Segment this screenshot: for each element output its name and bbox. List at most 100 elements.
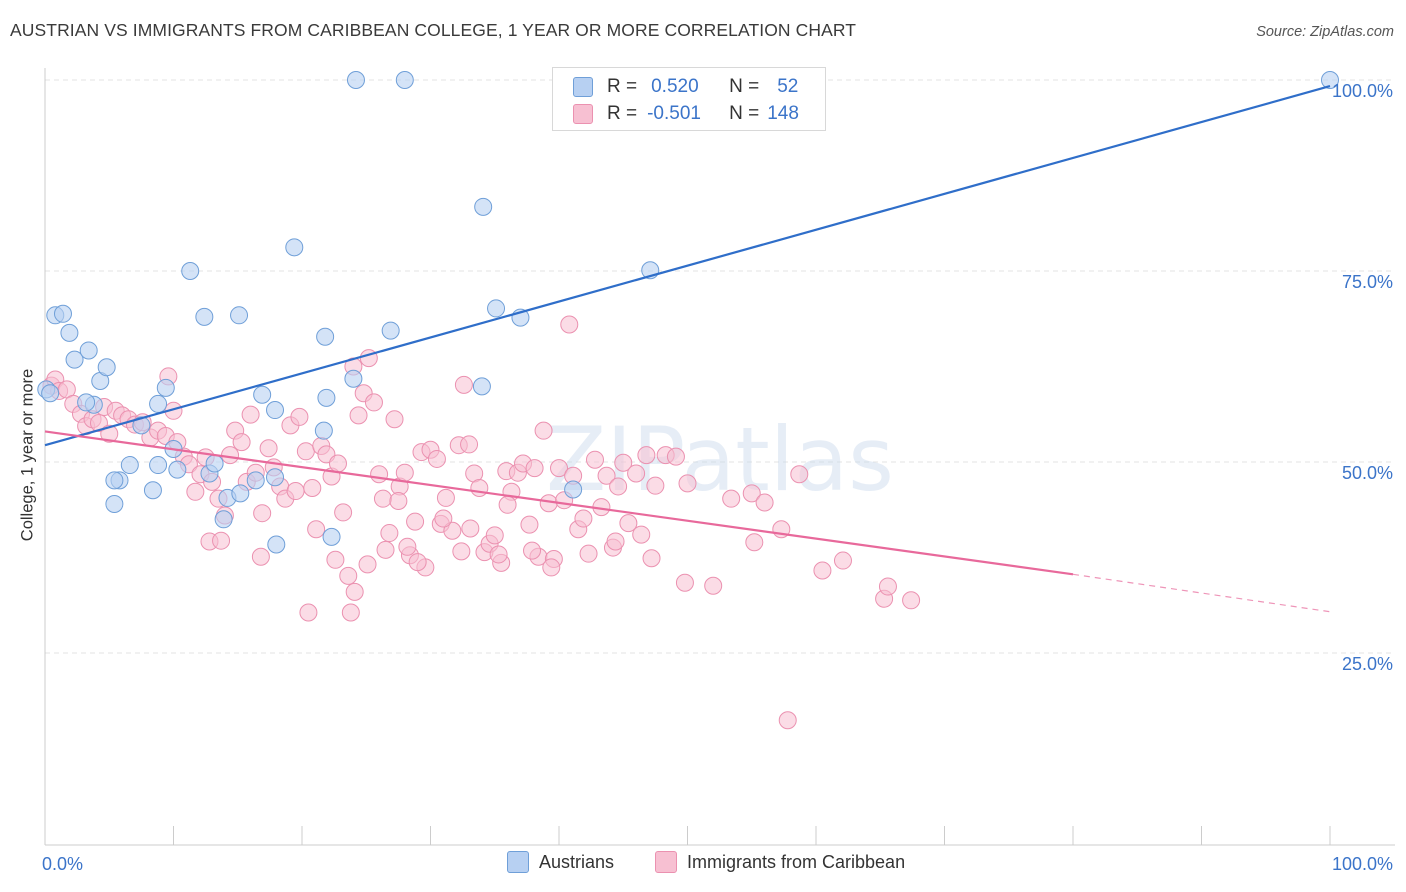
trend-line-austrians xyxy=(44,85,1331,447)
data-point-caribbean xyxy=(326,550,345,569)
data-point-austrians xyxy=(53,304,72,323)
data-point-austrians xyxy=(564,480,583,499)
data-point-caribbean xyxy=(902,591,921,610)
legend-caribbean-swatch xyxy=(655,851,677,873)
data-point-caribbean xyxy=(619,514,638,533)
y-tick-label: 25.0% xyxy=(1342,654,1393,674)
data-point-caribbean xyxy=(542,558,561,577)
data-point-caribbean xyxy=(525,459,544,478)
data-point-caribbean xyxy=(251,547,270,566)
data-point-caribbean xyxy=(632,525,651,544)
data-point-caribbean xyxy=(678,474,697,493)
data-point-caribbean xyxy=(498,495,517,514)
data-point-caribbean xyxy=(637,446,656,465)
data-point-caribbean xyxy=(833,551,852,570)
data-point-caribbean xyxy=(470,478,489,497)
data-point-austrians xyxy=(168,460,187,479)
correlation-legend: R = 0.520 N = 52 R = -0.501 N = 148 xyxy=(552,67,826,131)
data-point-caribbean xyxy=(520,515,539,534)
data-point-caribbean xyxy=(722,489,741,508)
data-point-caribbean xyxy=(642,549,661,568)
data-point-austrians xyxy=(253,385,272,404)
data-point-caribbean xyxy=(296,442,315,461)
data-point-austrians xyxy=(344,369,363,388)
data-point-caribbean xyxy=(345,582,364,601)
data-point-caribbean xyxy=(704,576,723,595)
data-point-caribbean xyxy=(485,526,504,545)
watermark: ZIPatlas xyxy=(546,408,894,511)
data-point-caribbean xyxy=(303,478,322,497)
data-point-austrians xyxy=(316,327,335,346)
data-point-caribbean xyxy=(299,603,318,622)
data-point-austrians xyxy=(181,262,200,280)
data-point-austrians xyxy=(97,358,116,377)
axes xyxy=(44,68,1395,846)
data-point-austrians xyxy=(60,323,79,342)
data-point-caribbean xyxy=(221,446,240,465)
data-point-caribbean xyxy=(745,533,764,552)
data-point-austrians xyxy=(472,377,491,396)
data-point-caribbean xyxy=(778,711,797,730)
data-point-caribbean xyxy=(376,540,395,559)
data-point-caribbean xyxy=(253,504,272,523)
data-point-caribbean xyxy=(755,493,774,512)
legend-caribbean-label: Immigrants from Caribbean xyxy=(687,851,906,872)
y-tick-label: 75.0% xyxy=(1342,272,1393,292)
legend-row-caribbean: R = -0.501 N = 148 xyxy=(573,101,799,127)
data-point-caribbean xyxy=(349,406,368,425)
legend-austrians-swatch xyxy=(507,851,529,873)
data-point-caribbean xyxy=(597,466,616,485)
trend-line-caribbean-extension xyxy=(1072,573,1331,613)
data-point-caribbean xyxy=(328,454,347,473)
data-point-caribbean xyxy=(675,573,694,592)
legend-austrians: Austrians xyxy=(507,851,614,873)
y-axis-label: College, 1 year or more xyxy=(18,368,37,542)
data-point-caribbean xyxy=(454,375,473,394)
data-point-caribbean xyxy=(406,512,425,531)
data-point-caribbean xyxy=(373,489,392,508)
legend-n-value: 148 xyxy=(767,103,799,124)
data-point-caribbean xyxy=(334,503,353,522)
data-point-austrians xyxy=(105,495,124,514)
data-point-caribbean xyxy=(389,491,408,510)
data-point-caribbean xyxy=(398,537,417,556)
legend-austrians-label: Austrians xyxy=(539,851,615,872)
x-tick-label: 0.0% xyxy=(42,854,83,874)
data-point-austrians xyxy=(132,416,151,435)
data-point-caribbean xyxy=(523,541,542,560)
data-point-caribbean xyxy=(436,488,455,507)
data-point-austrians xyxy=(143,481,162,500)
data-point-caribbean xyxy=(614,453,633,472)
data-point-caribbean xyxy=(339,566,358,585)
data-point-austrians xyxy=(214,510,233,529)
chart-title: AUSTRIAN VS IMMIGRANTS FROM CARIBBEAN CO… xyxy=(10,20,857,40)
data-point-caribbean xyxy=(646,476,665,495)
data-point-austrians xyxy=(487,299,506,318)
data-point-caribbean xyxy=(341,603,360,622)
data-point-austrians xyxy=(149,394,168,413)
data-point-caribbean xyxy=(460,435,479,454)
data-point-caribbean xyxy=(232,433,251,452)
legend-caribbean: Immigrants from Caribbean xyxy=(655,851,905,873)
data-point-austrians xyxy=(120,456,139,475)
legend-r-label: R = xyxy=(607,76,638,97)
legend-n-label: N = xyxy=(729,103,760,124)
legend-row-austrians: R = 0.520 N = 52 xyxy=(573,74,798,100)
data-point-austrians xyxy=(205,454,224,473)
data-point-caribbean xyxy=(461,519,480,538)
data-point-austrians xyxy=(246,471,265,490)
data-point-caribbean xyxy=(241,405,260,424)
data-point-caribbean xyxy=(579,544,598,563)
data-point-austrians xyxy=(105,471,124,490)
data-point-caribbean xyxy=(290,407,309,426)
data-point-caribbean xyxy=(443,521,462,540)
data-point-austrians xyxy=(285,238,304,257)
data-point-caribbean xyxy=(286,482,305,501)
data-point-austrians xyxy=(322,527,341,546)
data-point-caribbean xyxy=(452,542,471,561)
data-point-caribbean xyxy=(560,315,579,334)
y-tick-label: 50.0% xyxy=(1342,463,1393,483)
data-point-caribbean xyxy=(574,509,593,528)
data-point-austrians xyxy=(266,468,285,487)
data-point-austrians xyxy=(346,71,365,89)
